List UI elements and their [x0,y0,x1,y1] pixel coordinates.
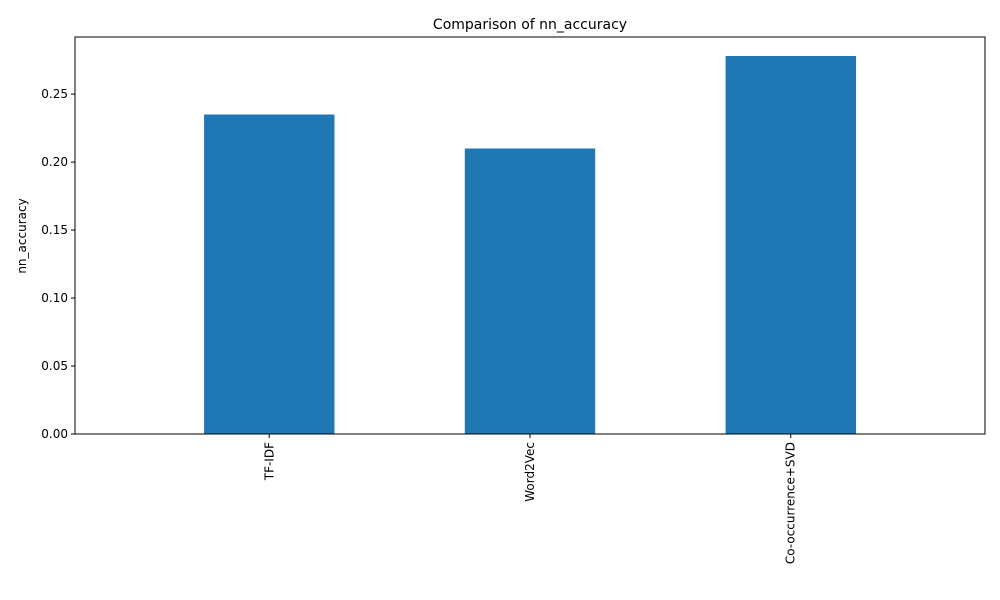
y-tick-label: 0.10 [41,291,68,305]
y-tick-label: 0.15 [41,223,68,237]
bar-co-occurrence-svd [725,56,856,434]
y-tick-label: 0.25 [41,87,68,101]
y-tick-label: 0.05 [41,359,68,373]
chart-title: Comparison of nn_accuracy [433,17,627,33]
bar-tf-idf [204,114,335,434]
x-tick-label: Word2Vec [523,442,537,502]
x-tick-label: Co-occurrence+SVD [784,442,798,564]
y-tick-label: 0.20 [41,155,68,169]
x-tick-label: TF-IDF [262,442,276,481]
y-tick-label: 0.00 [41,427,68,441]
plot-frame [74,36,986,435]
bar-word2vec [464,148,596,434]
x-axis-ticks: TF-IDF Word2Vec Co-occurrence+SVD [262,434,798,564]
y-axis-label: nn_accuracy [15,198,29,273]
y-axis-ticks: 0.00 0.05 0.10 0.15 0.20 0.25 [41,87,75,441]
bars-layer [204,56,856,434]
